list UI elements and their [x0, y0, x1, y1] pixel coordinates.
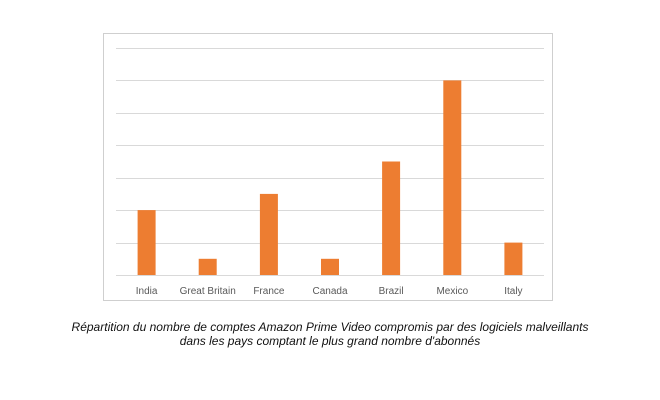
bar-india [137, 210, 156, 275]
x-tick-label: Mexico [436, 286, 468, 297]
x-tick-label: France [253, 286, 285, 297]
caption-line-1: Répartition du nombre de comptes Amazon … [71, 320, 589, 334]
x-tick-label: Great Britain [180, 286, 236, 297]
bar-france [259, 193, 278, 275]
x-tick-label: India [136, 286, 158, 297]
bar-italy [504, 242, 523, 275]
category-labels: India Great Britain France Canada Brazil Mexi… [136, 286, 523, 297]
bar-mexico [443, 80, 462, 276]
bars [137, 80, 523, 276]
bar-canada [321, 258, 339, 275]
bar-chart: India Great Britain France Canada Brazil Mexi… [116, 48, 544, 297]
bar-great-britain [198, 258, 217, 275]
figure-caption: Répartition du nombre de comptes Amazon … [0, 320, 660, 348]
gridlines [116, 48, 544, 276]
bar-brazil [382, 161, 401, 275]
x-tick-label: Canada [312, 286, 347, 297]
chart-area: India Great Britain France Canada Brazil Mexi… [103, 33, 553, 301]
caption-line-2: dans les pays comptant le plus grand nom… [179, 334, 481, 348]
x-tick-label: Italy [504, 286, 522, 297]
x-tick-label: Brazil [379, 286, 404, 297]
